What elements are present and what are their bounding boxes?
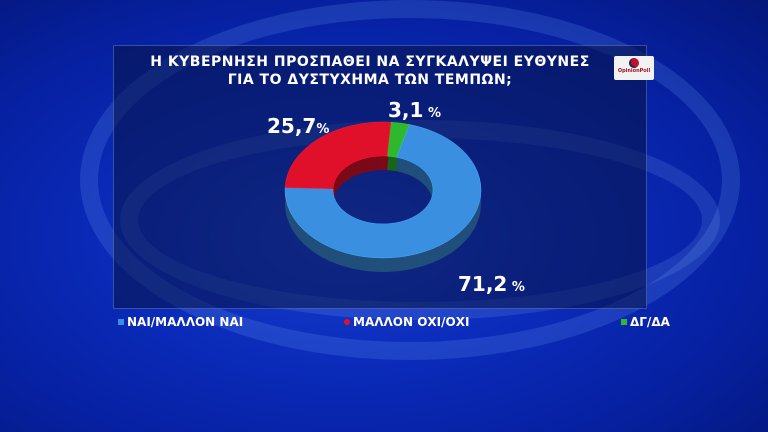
title-line-1: Η ΚΥΒΕΡΝΗΣΗ ΠΡΟΣΠΑΘΕΙ ΝΑ ΣΥΓΚΑΛΥΨΕΙ ΕΥΘΥ… <box>150 54 590 70</box>
legend-item-dk: ΔΓ/ΔΑ <box>621 315 670 329</box>
slice-2 <box>284 121 392 190</box>
opinion-poll-logo: OpinionPoll <box>614 56 654 80</box>
slice-1 <box>284 124 482 259</box>
data-label-blue: 71,2 % <box>458 272 525 296</box>
logo-text: OpinionPoll <box>617 68 651 74</box>
data-label-green: 3,1 % <box>388 98 441 122</box>
legend-item-yes: ΝΑΙ/ΜΑΛΛΟΝ ΝΑΙ <box>118 315 243 329</box>
logo-dot <box>629 58 639 68</box>
title-line-2: ΓΙΑ ΤΟ ΔΥΣΤΥΧΗΜΑ ΤΩΝ ΤΕΜΠΩΝ; <box>227 72 513 88</box>
legend-swatch <box>118 319 124 325</box>
legend-swatch <box>344 319 350 325</box>
legend-item-no: ΜΑΛΛΟΝ ΟΧΙ/ΟΧΙ <box>344 315 469 329</box>
legend-swatch <box>621 319 627 325</box>
data-label-red: 25,7% <box>267 114 330 138</box>
chart-title: Η ΚΥΒΕΡΝΗΣΗ ΠΡΟΣΠΑΘΕΙ ΝΑ ΣΥΓΚΑΛΥΨΕΙ ΕΥΘΥ… <box>150 53 590 89</box>
